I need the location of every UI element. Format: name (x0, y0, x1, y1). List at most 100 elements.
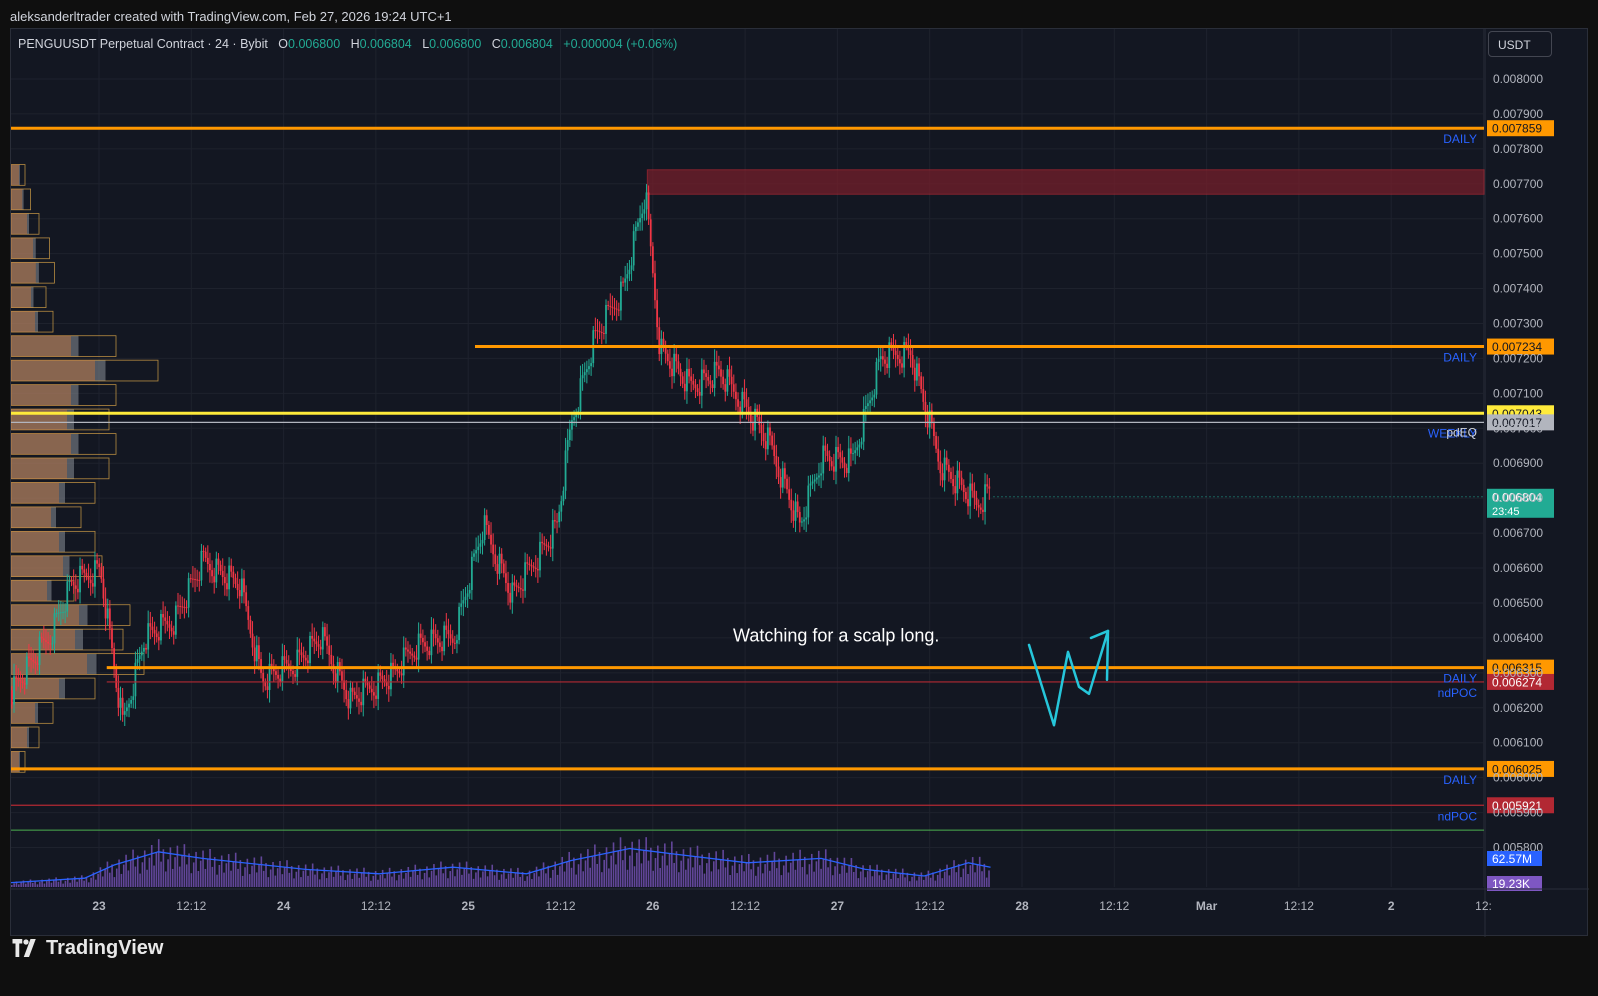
candle-body[interactable] (300, 652, 303, 656)
candle-body[interactable] (641, 213, 644, 219)
candle-body[interactable] (898, 359, 901, 364)
candle-body[interactable] (272, 667, 275, 672)
candle-body[interactable] (125, 707, 128, 712)
candle-body[interactable] (317, 644, 320, 647)
candle-body[interactable] (722, 376, 725, 385)
candle-body[interactable] (539, 541, 541, 571)
candle-body[interactable] (485, 515, 488, 526)
candle-body[interactable] (226, 583, 228, 590)
candle-body[interactable] (979, 507, 982, 510)
candle-body[interactable] (975, 497, 978, 505)
candle-body[interactable] (132, 696, 135, 701)
candle-body[interactable] (334, 673, 337, 683)
candle-body[interactable] (807, 485, 810, 518)
candle-body[interactable] (377, 672, 380, 699)
candle-body[interactable] (324, 627, 326, 637)
candle-body[interactable] (113, 648, 116, 669)
candle-body[interactable] (988, 486, 991, 489)
candle-body[interactable] (253, 647, 256, 662)
candle-body[interactable] (336, 662, 339, 683)
candle-body[interactable] (839, 452, 842, 458)
candle-body[interactable] (421, 637, 424, 643)
candle-body[interactable] (715, 361, 718, 366)
candle-body[interactable] (364, 678, 367, 683)
candle-body[interactable] (383, 679, 386, 683)
candle-body[interactable] (845, 467, 848, 474)
candle-body[interactable] (466, 593, 469, 597)
candle-body[interactable] (894, 350, 897, 355)
candle-body[interactable] (72, 581, 75, 586)
candle-body[interactable] (358, 698, 360, 702)
candle-body[interactable] (87, 576, 90, 580)
candle-body[interactable] (106, 608, 109, 619)
candle-body[interactable] (813, 479, 816, 482)
candle-body[interactable] (818, 475, 820, 478)
candle-body[interactable] (234, 577, 237, 584)
candle-body[interactable] (862, 408, 865, 442)
candle-body[interactable] (355, 695, 358, 699)
candle-body[interactable] (890, 342, 893, 347)
candle-body[interactable] (143, 647, 145, 652)
candle-body[interactable] (174, 605, 177, 635)
candle-body[interactable] (681, 376, 684, 384)
candle-body[interactable] (232, 571, 235, 578)
candle-body[interactable] (901, 363, 903, 368)
candle-body[interactable] (134, 662, 137, 697)
candle-body[interactable] (692, 380, 695, 385)
candle-body[interactable] (796, 501, 799, 513)
candle-body[interactable] (517, 586, 520, 589)
candle-body[interactable] (81, 565, 84, 570)
candle-body[interactable] (138, 655, 141, 660)
candle-body[interactable] (460, 603, 463, 607)
candle-body[interactable] (53, 613, 56, 644)
candle-body[interactable] (38, 636, 41, 665)
candle-body[interactable] (262, 672, 265, 683)
candle-body[interactable] (854, 450, 857, 454)
candle-body[interactable] (183, 606, 186, 608)
candle-body[interactable] (643, 209, 646, 214)
candle-body[interactable] (458, 606, 460, 641)
candle-body[interactable] (841, 457, 844, 463)
candle-body[interactable] (534, 567, 537, 570)
candle-body[interactable] (45, 640, 47, 642)
candle-body[interactable] (270, 663, 273, 668)
candle-body[interactable] (396, 669, 399, 672)
candle-body[interactable] (811, 481, 814, 484)
scalp-long-arrow-head[interactable] (1089, 629, 1110, 682)
candle-body[interactable] (726, 369, 729, 392)
candle-body[interactable] (151, 626, 154, 631)
candle-body[interactable] (720, 369, 722, 377)
candle-body[interactable] (711, 384, 714, 389)
candle-body[interactable] (933, 423, 935, 436)
candle-body[interactable] (328, 645, 331, 655)
candle-body[interactable] (170, 627, 173, 632)
candle-body[interactable] (32, 659, 35, 662)
candle-body[interactable] (737, 399, 739, 407)
candle-body[interactable] (321, 627, 324, 650)
candle-body[interactable] (630, 265, 633, 270)
price-chart[interactable]: 0.0078590.0072340.0070430.0070170.006315… (11, 29, 1589, 937)
candle-body[interactable] (658, 327, 661, 355)
candle-body[interactable] (547, 545, 550, 548)
candle-body[interactable] (247, 606, 250, 620)
candle-body[interactable] (313, 638, 316, 642)
candle-body[interactable] (464, 596, 467, 601)
tradingview-logo[interactable]: TradingView (12, 935, 163, 961)
candle-body[interactable] (243, 578, 245, 593)
candle-body[interactable] (867, 403, 869, 407)
candle-body[interactable] (871, 397, 874, 401)
candle-body[interactable] (258, 645, 260, 660)
candle-body[interactable] (954, 486, 957, 494)
candle-body[interactable] (121, 697, 124, 715)
candle-body[interactable] (956, 470, 959, 494)
candle-body[interactable] (366, 682, 369, 686)
candle-body[interactable] (202, 550, 205, 552)
candle-body[interactable] (136, 659, 139, 663)
candle-body[interactable] (362, 678, 365, 706)
candle-body[interactable] (730, 376, 733, 385)
candle-body[interactable] (824, 445, 827, 451)
candle-body[interactable] (283, 656, 286, 660)
candle-body[interactable] (960, 477, 963, 485)
candle-body[interactable] (764, 441, 767, 450)
candle-body[interactable] (411, 653, 414, 656)
